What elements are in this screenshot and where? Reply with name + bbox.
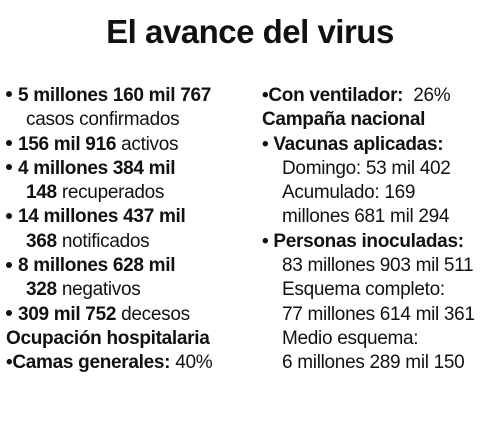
recuperados-number-2: 148 xyxy=(26,182,57,204)
bullet-icon xyxy=(6,261,12,268)
camas-label: •Camas generales: xyxy=(6,352,171,374)
bullet-icon xyxy=(6,91,12,98)
recuperados-number-1: 4 millones 384 mil xyxy=(18,157,176,179)
notificados-number-2: 368 xyxy=(26,230,57,252)
recuperados-label: recuperados xyxy=(61,182,165,204)
esquema-completo-value: 77 millones 614 mil 361 xyxy=(282,303,475,325)
medio-esquema-value: 6 millones 289 mil 150 xyxy=(282,352,465,374)
decesos-number: 309 mil 752 xyxy=(18,303,117,325)
ventilador-value: 26% xyxy=(413,85,451,106)
stat-camas-generales: •Camas generales: 40% xyxy=(6,351,261,375)
stat-recuperados: 4 millones 384 mil xyxy=(6,157,261,181)
vacunas-acumulado-2: millones 681 mil 294 xyxy=(282,206,450,228)
notificados-line-2: 368 notificados xyxy=(6,230,261,254)
notificados-number-1: 14 millones 437 mil xyxy=(18,206,186,228)
bullet-icon xyxy=(6,164,12,171)
medio-esquema-label: Medio esquema: xyxy=(282,327,419,349)
stat-decesos: 309 mil 752 decesos xyxy=(6,303,261,327)
decesos-label: decesos xyxy=(121,303,190,325)
bullet-icon xyxy=(6,310,12,317)
negativos-number-2: 328 xyxy=(26,279,57,301)
stat-negativos: 8 millones 628 mil xyxy=(6,254,261,278)
confirmados-number: 5 millones 160 mil 767 xyxy=(18,85,212,106)
negativos-label: negativos xyxy=(61,279,141,301)
camas-value: 40% xyxy=(175,352,213,374)
esquema-completo-label: Esquema completo: xyxy=(282,279,445,301)
activos-label: activos xyxy=(121,133,179,155)
stat-notificados: 14 millones 437 mil xyxy=(6,205,261,229)
ventilador-label: •Con ventilador: xyxy=(262,85,404,106)
vacunas-heading: • Vacunas aplicadas: xyxy=(262,133,444,155)
notificados-label: notificados xyxy=(61,230,150,252)
hospital-occupancy-heading: Ocupación hospitalaria xyxy=(6,327,210,349)
campana-heading: Campaña nacional xyxy=(262,109,426,131)
negativos-number-1: 8 millones 628 mil xyxy=(18,255,176,277)
bullet-icon xyxy=(6,212,12,219)
stat-ventilador: •Con ventilador: 26% xyxy=(262,84,498,108)
stats-column-left: 5 millones 160 mil 767 casos confirmados… xyxy=(6,84,261,376)
confirmados-label: casos confirmados xyxy=(26,109,180,131)
personas-value: 83 millones 903 mil 511 xyxy=(282,255,474,277)
vacunas-acumulado-1: Acumulado: 169 xyxy=(282,182,416,204)
stat-confirmados: 5 millones 160 mil 767 xyxy=(6,84,261,108)
recuperados-line-2: 148 recuperados xyxy=(6,181,261,205)
negativos-line-2: 328 negativos xyxy=(6,278,261,302)
stat-activos: 156 mil 916 activos xyxy=(6,133,261,157)
activos-number: 156 mil 916 xyxy=(18,133,117,155)
vacunas-domingo: Domingo: 53 mil 402 xyxy=(282,157,451,179)
infographic-title: El avance del virus xyxy=(106,13,394,50)
stats-column-right: •Con ventilador: 26% Campaña nacional • V… xyxy=(262,84,498,376)
bullet-icon xyxy=(6,140,12,147)
personas-heading: • Personas inoculadas: xyxy=(262,230,464,252)
